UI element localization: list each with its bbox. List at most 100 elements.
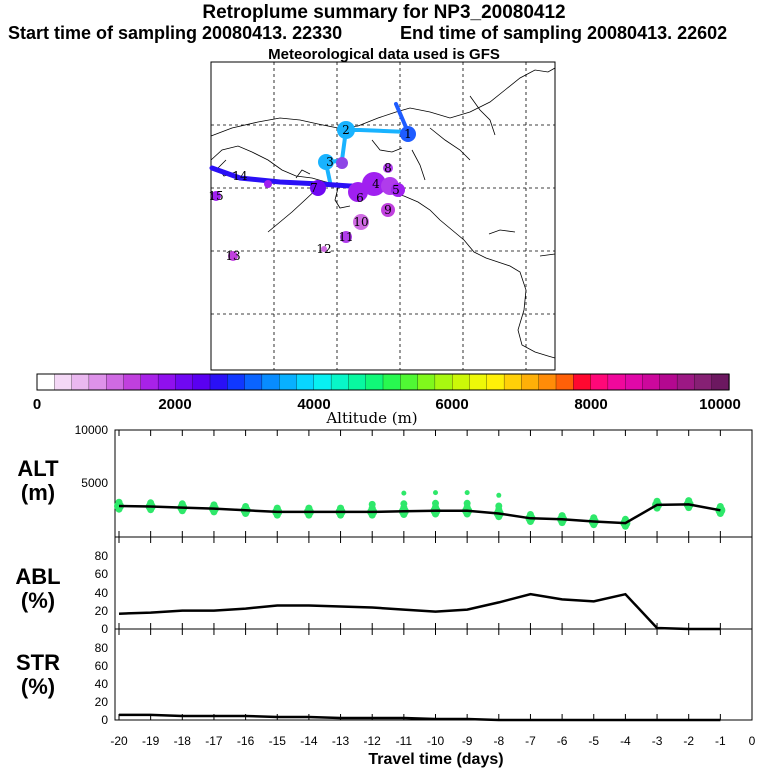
alt-plume-dot: [558, 519, 566, 527]
plume-marker: [228, 251, 238, 261]
x-tick-label: -11: [396, 734, 413, 748]
colorbar-cell: [157, 373, 177, 391]
plume-marker: [336, 157, 348, 169]
met-data-text: Meteorological data used is GFS: [268, 46, 500, 63]
str-tick-40: 40: [95, 677, 109, 691]
alt-plume-dot: [210, 501, 218, 509]
x-tick-label: -17: [205, 734, 223, 748]
colorbar-cell: [469, 373, 488, 391]
plume-marker: [264, 180, 272, 188]
x-tick-label: -1: [715, 734, 726, 748]
colorbar-frame: [36, 373, 730, 391]
x-tick-label: -13: [332, 734, 350, 748]
colorbar-cell: [382, 373, 401, 391]
colorbar-cell: [503, 373, 523, 391]
str-label: STR: [16, 650, 60, 675]
colorbar-tick-6000: 6000: [435, 396, 468, 413]
str-tick-20: 20: [95, 695, 109, 709]
colorbar-cell: [486, 373, 505, 391]
alt-plume-dot: [337, 504, 345, 512]
time-series-panels: ALT (m) ABL (%) STR (%) 10000 5000 80 60…: [15, 423, 755, 768]
colorbar-cell: [659, 373, 678, 391]
x-tick-label: -9: [462, 734, 473, 748]
colorbar-tick-0: 0: [33, 396, 41, 413]
alt-plume-dot: [716, 510, 724, 517]
x-tick-label: -18: [174, 734, 192, 748]
day-label-14: 14: [232, 169, 248, 183]
x-tick-label: -4: [620, 734, 631, 748]
map-panel: 1 2 3 4 5 6 7 8 9 10 11 12 13 14 15: [208, 61, 556, 371]
alt-plume-dot: [178, 507, 186, 515]
colorbar-cell: [365, 373, 384, 391]
alt-plume-dot: [653, 497, 661, 505]
colorbar-cell: [192, 373, 211, 391]
plume-marker: [353, 214, 369, 230]
colorbar-cell: [642, 373, 661, 391]
str-tick-60: 60: [95, 659, 109, 673]
plume-marker: [321, 246, 327, 252]
alt-plume-dot: [368, 511, 376, 519]
alt-plume-dot: [178, 500, 186, 508]
colorbar-tick-2000: 2000: [158, 396, 191, 413]
colorbar-cell: [209, 373, 228, 391]
alt-plume-dot: [685, 497, 693, 505]
str-tick-0: 0: [101, 713, 108, 727]
plume-day-labels: 1 2 3 4 5 6 7 8 9 10 11 12 13 14 15: [208, 123, 411, 263]
alt-plume-dot: [463, 510, 471, 518]
alt-plume-dot: [464, 490, 470, 496]
str-line: [119, 713, 721, 722]
x-tick-label: -20: [110, 734, 128, 748]
plume-marker: [337, 121, 355, 139]
alt-plume-dot: [115, 505, 123, 513]
end-time-text: End time of sampling 20080413. 22602: [400, 23, 728, 43]
colorbar-cell: [227, 373, 246, 391]
colorbar-cell: [244, 373, 263, 391]
colorbar: 0 2000 4000 6000 8000 10000 Altitude (m): [33, 373, 741, 427]
colorbar-cell: [123, 373, 142, 391]
abl-tick-40: 40: [95, 586, 109, 600]
colorbar-cell: [330, 373, 350, 391]
abl-label: ABL: [15, 564, 60, 589]
x-tick-label: -16: [237, 734, 255, 748]
colorbar-cell: [175, 373, 194, 391]
colorbar-label: Altitude (m): [325, 409, 417, 427]
plume-marker: [318, 154, 334, 170]
x-tick-label: -7: [525, 734, 536, 748]
day-label-13: 13: [225, 249, 240, 263]
x-tick-label: -5: [588, 734, 599, 748]
alt-plume-dot: [273, 511, 281, 519]
day-label-4: 4: [372, 177, 380, 191]
plume-markers: [211, 121, 416, 261]
colorbar-cell: [106, 373, 125, 391]
colorbar-cell: [348, 373, 367, 391]
alt-plume-dot: [463, 499, 471, 507]
alt-plume-dot: [716, 503, 724, 510]
start-time-text: Start time of sampling 20080413. 22330: [8, 23, 343, 43]
day-label-1: 1: [404, 127, 412, 141]
alt-tick-5000: 5000: [81, 476, 108, 490]
colorbar-cell: [573, 373, 592, 391]
colorbar-cell: [140, 373, 159, 391]
day-label-11: 11: [338, 230, 353, 244]
day-label-10: 10: [353, 215, 368, 229]
colorbar-cell: [261, 373, 280, 391]
alt-mean-line: [118, 503, 721, 525]
colorbar-cell: [400, 373, 419, 391]
alt-plume-dot: [115, 498, 123, 506]
alt-plume-dot: [590, 521, 598, 529]
plume-marker: [340, 231, 352, 243]
colorbar-cell: [538, 373, 557, 391]
chart-title: Retroplume summary for NP3_20080412: [202, 2, 566, 23]
colorbar-cell: [694, 373, 713, 391]
alt-plume-dot: [210, 508, 218, 516]
abl-line: [118, 592, 721, 631]
colorbar-cell: [555, 373, 574, 391]
alt-plume-dot: [558, 512, 566, 520]
plume-marker: [211, 191, 221, 201]
plume-marker: [381, 203, 395, 217]
alt-plume-dot: [496, 492, 502, 498]
day-label-3: 3: [326, 155, 334, 169]
plume-marker: [362, 172, 386, 196]
x-tick-label: 0: [749, 734, 756, 748]
